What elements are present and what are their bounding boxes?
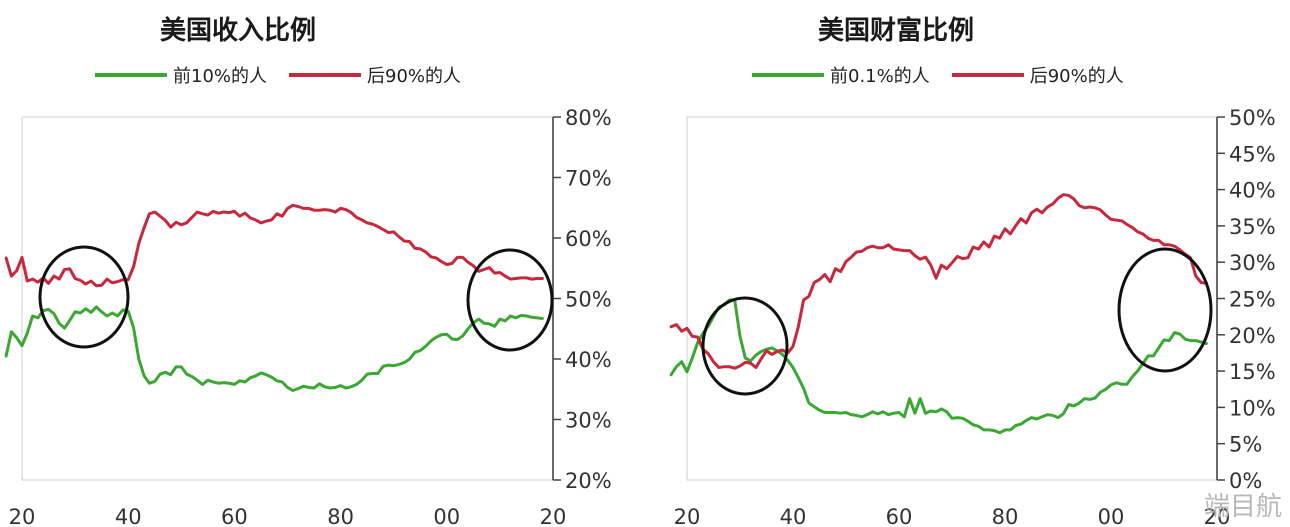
y-tick-label: 45% <box>1229 142 1276 166</box>
x-tick-label: 20 <box>540 505 567 527</box>
legend-item-bottom: 后90%的人 <box>951 62 1124 88</box>
x-tick-label: 60 <box>221 505 248 527</box>
highlight-circle <box>701 296 789 396</box>
legend-item-top: 前0.1%的人 <box>752 62 930 88</box>
y-tick-label: 5% <box>1229 433 1262 457</box>
plot-area: 50% 45% 40% 35% 30% 25% 20% 15% 10% 5% 0% 20 40 60 80 0… <box>669 106 1276 527</box>
y-tick-label: 50% <box>1229 106 1276 130</box>
income-share-chart: 美国收入比例 前10%的人 后90%的人 80% 70% 60% 50% 40% 30% 2… <box>4 16 612 527</box>
series-line-green <box>4 305 544 392</box>
series-line-red <box>4 203 544 288</box>
y-tick-label: 20% <box>565 469 612 493</box>
x-tick-label: 40 <box>780 505 807 527</box>
legend-swatch-red <box>951 73 1024 77</box>
x-tick-label: 20 <box>674 505 701 527</box>
legend-label: 前0.1%的人 <box>830 66 930 87</box>
y-tick-label: 25% <box>1229 288 1276 312</box>
y-tick-label: 20% <box>1229 324 1276 348</box>
y-tick-label: 50% <box>565 288 612 312</box>
legend-swatch-green <box>95 73 167 77</box>
x-tick-label: 00 <box>1098 505 1125 527</box>
highlight-circle <box>466 248 554 352</box>
y-tick-label: 30% <box>1229 251 1276 275</box>
y-tick-label: 60% <box>565 227 612 251</box>
watermark: 端目航 <box>1203 492 1282 522</box>
legend-label: 前10%的人 <box>173 66 268 87</box>
x-tick-label: 20 <box>9 505 36 527</box>
x-tick-label: 60 <box>886 505 913 527</box>
y-tick-label: 10% <box>1229 396 1276 420</box>
legend-label: 后90%的人 <box>367 66 462 87</box>
series-line-green <box>669 298 1208 435</box>
legend-label: 后90%的人 <box>1029 66 1124 87</box>
wealth-share-chart: 美国财富比例 前0.1%的人 后90%的人 50% 45% 40% 35% 30% 25%… <box>645 0 1290 527</box>
chart-title: 美国财富比例 <box>818 16 975 46</box>
legend-item-top: 前10%的人 <box>95 62 267 88</box>
y-tick-label: 35% <box>1229 215 1276 239</box>
x-tick-label: 40 <box>115 505 142 527</box>
highlight-circle <box>1117 247 1213 373</box>
legend-swatch-green <box>752 73 824 77</box>
x-tick-label: 80 <box>327 505 354 527</box>
chart-legend: 前10%的人 后90%的人 <box>95 62 483 88</box>
y-tick-label: 40% <box>1229 179 1276 203</box>
plot-frame <box>686 116 1218 481</box>
highlight-circle <box>38 245 130 349</box>
y-tick-label: 80% <box>565 106 612 130</box>
series-line-red <box>669 193 1208 370</box>
x-tick-label: 00 <box>433 505 460 527</box>
plot-frame <box>21 116 554 481</box>
legend-item-bottom: 后90%的人 <box>289 62 461 88</box>
plot-area: 80% 70% 60% 50% 40% 30% 20% 20 40 60 80 00 20 <box>4 106 612 527</box>
chart-legend: 前0.1%的人 后90%的人 <box>752 62 1146 88</box>
legend-swatch-red <box>289 73 362 77</box>
x-tick-label: 80 <box>992 505 1019 527</box>
x-tick-label: 20 <box>1204 505 1231 527</box>
y-tick-label: 15% <box>1229 360 1276 384</box>
y-tick-label: 40% <box>565 348 612 372</box>
y-tick-label: 30% <box>565 409 612 433</box>
y-tick-label: 70% <box>565 167 612 191</box>
y-tick-label: 0% <box>1229 469 1262 493</box>
chart-title: 美国收入比例 <box>160 16 317 46</box>
